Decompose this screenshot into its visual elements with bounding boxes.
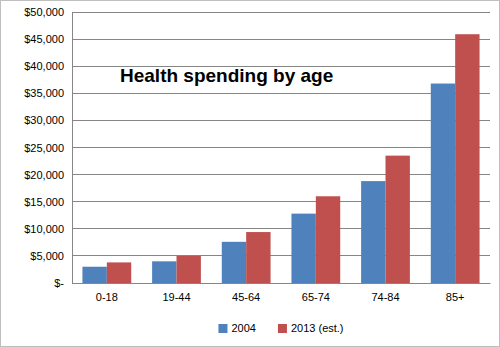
bar [316, 196, 340, 283]
y-tick-label: $15,000 [24, 196, 64, 208]
grid-line [72, 255, 490, 256]
grid-line [72, 283, 490, 284]
chart-title: Health spending by age [120, 65, 333, 86]
x-tick-label: 85+ [446, 291, 465, 303]
bar [455, 34, 479, 283]
grid-line [72, 39, 490, 40]
x-tick: 85+ [446, 283, 465, 303]
x-tick-label: 19-44 [162, 291, 190, 303]
chart-container: $- $5,000 $10,000 $15,000 $20,000 $25,000 $30,… [0, 0, 500, 347]
image-frame [1, 1, 500, 347]
y-tick: $5,000 [30, 250, 72, 262]
y-tick: $30,000 [24, 114, 72, 126]
legend: 2004 2013 (est.) [218, 322, 343, 334]
y-axis-line [72, 13, 73, 284]
x-tick: 0-18 [96, 283, 118, 303]
bar [291, 214, 315, 283]
x-tick: 45-64 [232, 283, 260, 303]
y-tick-label: $10,000 [24, 223, 64, 235]
x-tick: 74-84 [371, 283, 399, 303]
grid [72, 12, 490, 283]
y-tick: $15,000 [24, 196, 72, 208]
x-tick: 19-44 [162, 283, 190, 303]
grid-line [72, 228, 490, 229]
grid-line [72, 174, 490, 175]
bar [361, 181, 385, 283]
bar [431, 84, 455, 283]
legend-label: 2004 [231, 322, 255, 334]
bar [82, 267, 106, 283]
grid-line [72, 93, 490, 94]
y-tick: $- [54, 277, 72, 289]
x-tick-label: 74-84 [371, 291, 399, 303]
legend-label: 2013 (est.) [291, 322, 344, 334]
y-tick: $35,000 [24, 87, 72, 99]
y-tick: $50,000 [24, 6, 72, 18]
legend-item: 2013 (est.) [278, 322, 344, 334]
y-tick-label: $20,000 [24, 169, 64, 181]
y-tick-label: $35,000 [24, 87, 64, 99]
legend-swatch [218, 324, 227, 333]
x-axis-line [73, 283, 491, 284]
y-tick: $40,000 [24, 60, 72, 72]
bar [152, 261, 176, 283]
chart-svg: $- $5,000 $10,000 $15,000 $20,000 $25,000 $30,… [0, 0, 500, 347]
y-tick-label: $50,000 [24, 6, 64, 18]
grid-line [72, 120, 490, 121]
y-tick: $20,000 [24, 169, 72, 181]
x-tick-label: 0-18 [96, 291, 118, 303]
x-tick-label: 45-64 [232, 291, 260, 303]
bar [107, 262, 131, 283]
legend-item: 2004 [218, 322, 255, 334]
x-axis: 0-18 19-44 45-64 65-74 74-84 85+ [73, 283, 491, 303]
legend-swatch [278, 324, 287, 333]
bar [222, 242, 246, 283]
y-tick: $45,000 [24, 33, 72, 45]
bar [246, 232, 270, 283]
y-axis: $- $5,000 $10,000 $15,000 $20,000 $25,000 $30,… [24, 6, 72, 289]
y-tick-label: $40,000 [24, 60, 64, 72]
bar-series [82, 84, 455, 283]
bar [386, 156, 410, 283]
bar [177, 256, 201, 283]
y-tick-label: $30,000 [24, 114, 64, 126]
grid-line [72, 201, 490, 202]
grid-line [72, 12, 490, 13]
y-tick-label: $5,000 [30, 250, 64, 262]
y-tick-label: $- [54, 277, 64, 289]
grid-line [72, 147, 490, 148]
y-tick-label: $25,000 [24, 142, 64, 154]
x-tick-label: 65-74 [302, 291, 330, 303]
x-tick: 65-74 [302, 283, 330, 303]
bars [82, 34, 479, 283]
y-tick: $10,000 [24, 223, 72, 235]
y-tick: $25,000 [24, 142, 72, 154]
y-tick-label: $45,000 [24, 33, 64, 45]
bar-series [107, 34, 480, 283]
